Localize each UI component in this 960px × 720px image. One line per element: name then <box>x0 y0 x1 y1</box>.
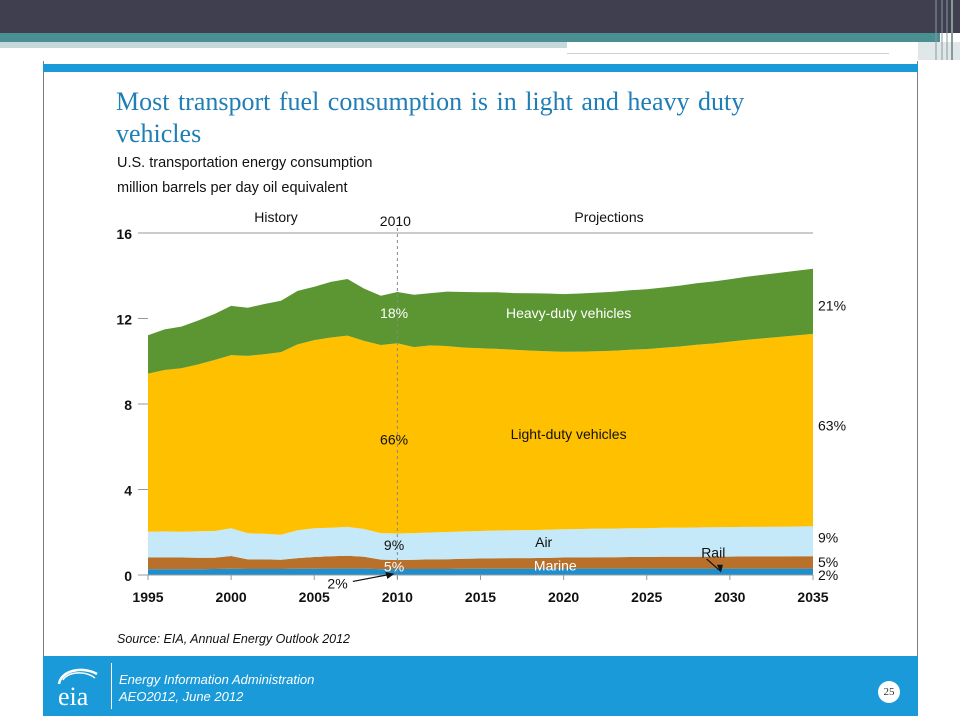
x-tick-label: 2015 <box>465 589 496 605</box>
light-stripe <box>0 42 567 48</box>
share-2035-label: 2% <box>818 567 838 583</box>
slide-title: Most transport fuel consumption is in li… <box>116 87 745 148</box>
source-note: Source: EIA, Annual Energy Outlook 2012 <box>117 632 351 646</box>
share-2035-label: 63% <box>818 417 846 433</box>
y-tick-label: 0 <box>124 568 132 584</box>
rail-share-arrowhead <box>385 571 395 579</box>
area-light-duty-vehicles <box>148 333 813 535</box>
y-tick-label: 4 <box>124 483 132 499</box>
share-2010-label: 66% <box>380 431 408 447</box>
footer-report: AEO2012, June 2012 <box>119 689 244 704</box>
area-marine <box>148 555 813 570</box>
area-air <box>148 526 813 560</box>
area-label-marine: Marine <box>534 557 577 573</box>
area-rail <box>148 568 813 575</box>
x-tick-label: 2020 <box>548 589 579 605</box>
chart-subtitle: U.S. transportation energy consumption <box>117 155 373 171</box>
chart-unit-label: million barrels per day oil equivalent <box>117 180 348 196</box>
x-tick-label: 1995 <box>132 589 163 605</box>
page-number: 25 <box>878 681 900 703</box>
share-2035-label: 5% <box>818 554 838 570</box>
footer-divider <box>111 663 112 709</box>
area-label-air: Air <box>535 534 552 550</box>
x-tick-label: 2010 <box>382 589 413 605</box>
x-tick-label: 2035 <box>797 589 828 605</box>
share-2010-label: 9% <box>384 537 404 553</box>
divider-year-label: 2010 <box>380 213 411 229</box>
history-label: History <box>254 209 298 225</box>
footer-bar <box>43 656 918 716</box>
x-tick-label: 2005 <box>299 589 330 605</box>
slide-accent-bar <box>43 64 918 72</box>
area-label-rail: Rail <box>701 545 725 561</box>
share-2035-label: 21% <box>818 298 846 314</box>
share-2010-label: 5% <box>384 558 404 574</box>
rail-arrowhead <box>716 564 723 573</box>
decorative-line <box>567 50 889 54</box>
x-tick-label: 2000 <box>216 589 247 605</box>
y-tick-label: 8 <box>124 397 132 413</box>
y-tick-label: 16 <box>116 226 132 242</box>
projections-label: Projections <box>574 209 643 225</box>
y-tick-label: 12 <box>116 312 132 328</box>
footer-agency: Energy Information Administration <box>119 672 315 687</box>
share-2010-label: 18% <box>380 305 408 321</box>
svg-text:eia: eia <box>58 682 89 710</box>
area-heavy-duty-vehicles <box>148 268 813 374</box>
share-2010-label: 2% <box>327 576 347 592</box>
area-label-light-duty-vehicles: Light-duty vehicles <box>511 426 627 442</box>
rail-pointer-arrow <box>706 558 721 572</box>
rail-share-pointer-arrow <box>352 573 393 583</box>
decorative-vertical-lines <box>935 0 953 60</box>
teal-stripe <box>0 33 940 42</box>
decorative-block <box>918 42 960 60</box>
eia-logo-icon: eia <box>57 668 98 710</box>
share-2035-label: 9% <box>818 530 838 546</box>
area-label-heavy-duty-vehicles: Heavy-duty vehicles <box>506 305 631 321</box>
x-tick-label: 2025 <box>631 589 662 605</box>
x-tick-label: 2030 <box>714 589 745 605</box>
top-banner <box>0 0 960 33</box>
